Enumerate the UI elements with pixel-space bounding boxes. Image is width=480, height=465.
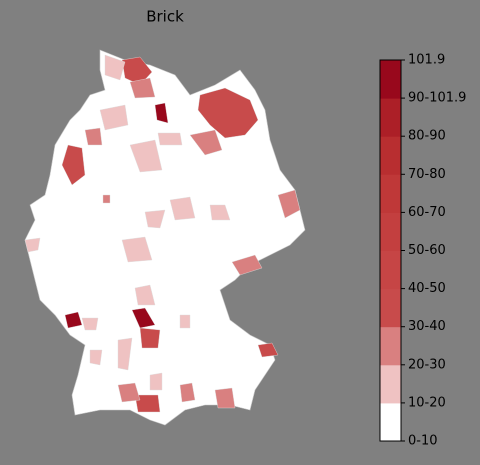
region (157, 132, 183, 146)
region (121, 56, 153, 86)
colorbar-segment (380, 174, 401, 213)
colorbar-segment (380, 402, 401, 442)
region (257, 342, 279, 358)
colorbar-segment (380, 60, 401, 99)
colorbar-label: 101.9 (408, 53, 445, 68)
region (117, 337, 133, 371)
region (129, 139, 163, 173)
colorbar-segment (380, 288, 401, 328)
colorbar-label: 90-101.9 (408, 91, 466, 106)
region (99, 104, 129, 131)
region (129, 77, 156, 99)
region (89, 349, 103, 366)
colorbar-segment (380, 98, 401, 137)
region (197, 87, 259, 139)
colorbar-label: 10-20 (408, 395, 446, 410)
colorbar-segment (380, 136, 401, 175)
region (231, 254, 263, 276)
region (64, 311, 83, 329)
region (144, 209, 166, 229)
region (121, 236, 153, 263)
region (154, 102, 169, 124)
colorbar-segment (380, 250, 401, 290)
region (61, 144, 86, 186)
colorbar-label: 80-90 (408, 129, 446, 144)
region (117, 382, 141, 403)
region (277, 189, 301, 219)
region (214, 387, 236, 409)
colorbar-label: 30-40 (408, 319, 446, 334)
region (149, 372, 163, 391)
colorbar-label: 0-10 (408, 434, 438, 449)
region (209, 204, 231, 221)
colorbar-label: 70-80 (408, 167, 446, 182)
region (81, 317, 99, 331)
region (169, 196, 196, 221)
region (104, 54, 126, 81)
map-title: Brick (146, 8, 184, 26)
colorbar-segment (380, 212, 401, 251)
colorbar-label: 40-50 (408, 281, 446, 296)
region (179, 314, 191, 329)
region (134, 284, 156, 306)
region (189, 129, 223, 156)
colorbar-label: 60-70 (408, 205, 446, 220)
germany-map (24, 49, 306, 426)
colorbar-label: 20-30 (408, 357, 446, 372)
region (131, 307, 156, 329)
regions (24, 54, 301, 413)
region (134, 394, 161, 413)
region (102, 194, 111, 204)
colorbar-segment (380, 326, 401, 366)
region (24, 237, 41, 253)
region (84, 127, 103, 146)
region (179, 382, 196, 403)
colorbar-segment (380, 364, 401, 404)
colorbar: 0-10 10-20 20-30 30-40 40-50 50-60 60-70 70-80 8… (379, 53, 466, 449)
colorbar-label: 50-60 (408, 243, 446, 258)
region (139, 327, 161, 349)
